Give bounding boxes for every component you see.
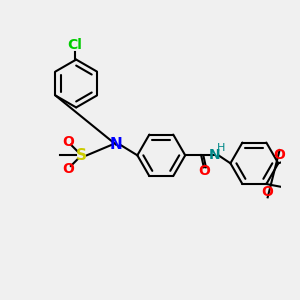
Text: O: O bbox=[262, 185, 274, 199]
Text: O: O bbox=[274, 148, 286, 162]
Text: O: O bbox=[62, 135, 74, 149]
Text: Cl: Cl bbox=[68, 38, 82, 52]
Text: O: O bbox=[198, 164, 210, 178]
Text: S: S bbox=[76, 148, 87, 163]
Text: O: O bbox=[62, 162, 74, 176]
Text: N: N bbox=[209, 148, 220, 162]
Text: N: N bbox=[110, 137, 122, 152]
Text: H: H bbox=[217, 143, 226, 153]
